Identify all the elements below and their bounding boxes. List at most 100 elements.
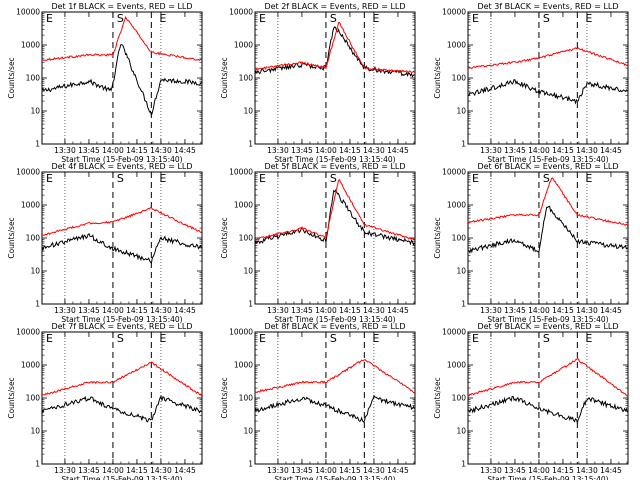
x-tick-label: 14:00 <box>102 466 124 475</box>
marker-label-end: E <box>159 332 166 345</box>
y-tick-label: 10 <box>456 267 466 276</box>
x-tick-label: 13:45 <box>291 466 313 475</box>
x-tick-label: 14:00 <box>315 146 337 155</box>
marker-label-peak: S <box>330 12 337 25</box>
y-tick-label: 100 <box>26 394 41 403</box>
y-tick-label: 100 <box>452 234 467 243</box>
x-tick-label: 14:30 <box>576 146 598 155</box>
series-line-events <box>42 394 202 423</box>
series-line-lld <box>42 361 202 397</box>
panel-det-2: Det 2f BLACK = Events, RED = LLD 1 10 100 10… <box>220 2 416 164</box>
series-line-lld <box>255 178 415 241</box>
marker-label-peak: S <box>543 172 550 185</box>
x-tick-label: 13:30 <box>267 466 289 475</box>
marker-label-end: E <box>372 172 379 185</box>
x-tick-label: 14:15 <box>126 306 148 315</box>
x-tick-label: 14:45 <box>387 306 409 315</box>
y-tick-label: 10 <box>30 427 40 436</box>
y-tick-label: 1000 <box>447 361 466 370</box>
y-tick-label: 10000 <box>16 328 40 337</box>
series-line-events <box>255 394 415 423</box>
marker-label-end: E <box>585 12 592 25</box>
x-tick-label: 14:00 <box>528 466 550 475</box>
series-line-lld <box>255 21 415 73</box>
x-tick-label: 14:45 <box>600 466 622 475</box>
y-tick-label: 1 <box>248 460 253 469</box>
marker-label-end: E <box>372 332 379 345</box>
x-tick-label: 14:45 <box>174 306 196 315</box>
x-tick-label: 13:30 <box>54 306 76 315</box>
marker-label-start: E <box>46 332 53 345</box>
y-tick-label: 10 <box>243 427 253 436</box>
x-tick-label: 14:30 <box>150 306 172 315</box>
x-axis-title: Start Time (15-Feb-09 13:15:40) <box>487 315 608 324</box>
x-tick-label: 14:15 <box>552 306 574 315</box>
x-tick-label: 13:45 <box>291 146 313 155</box>
x-tick-label: 14:00 <box>528 146 550 155</box>
x-tick-label: 14:30 <box>150 146 172 155</box>
y-tick-label: 10 <box>30 267 40 276</box>
x-tick-label: 14:00 <box>102 146 124 155</box>
y-tick-label: 10000 <box>229 328 253 337</box>
panel-title: Det 6f BLACK = Events, RED = LLD <box>477 162 618 171</box>
marker-label-start: E <box>472 172 479 185</box>
series-line-lld <box>255 359 415 394</box>
x-tick-label: 13:30 <box>480 306 502 315</box>
y-tick-label: 1 <box>248 300 253 309</box>
y-tick-label: 10000 <box>229 168 253 177</box>
marker-label-start: E <box>46 12 53 25</box>
x-tick-label: 13:30 <box>267 306 289 315</box>
y-tick-label: 1 <box>35 460 40 469</box>
x-tick-label: 14:15 <box>552 146 574 155</box>
y-axis-title: Counts/sec <box>7 377 16 418</box>
y-axis-title: Counts/sec <box>433 217 442 258</box>
y-tick-label: 1 <box>461 140 466 149</box>
y-tick-label: 10 <box>456 427 466 436</box>
y-tick-label: 1000 <box>21 201 40 210</box>
x-tick-label: 13:45 <box>78 146 100 155</box>
marker-label-peak: S <box>330 332 337 345</box>
y-axis-title: Counts/sec <box>220 57 229 98</box>
y-tick-label: 10000 <box>442 328 466 337</box>
y-tick-label: 1000 <box>234 41 253 50</box>
panel-title: Det 5f BLACK = Events, RED = LLD <box>264 162 405 171</box>
y-tick-label: 10 <box>243 267 253 276</box>
marker-label-start: E <box>472 332 479 345</box>
y-tick-label: 10 <box>456 107 466 116</box>
x-tick-label: 14:15 <box>339 466 361 475</box>
y-tick-label: 10000 <box>442 168 466 177</box>
x-axis-title: Start Time (15-Feb-09 13:15:40) <box>487 475 608 480</box>
panel-det-7: Det 7f BLACK = Events, RED = LLD 1 10 100 10… <box>7 322 203 480</box>
x-tick-label: 13:30 <box>54 466 76 475</box>
y-tick-label: 10 <box>30 107 40 116</box>
x-tick-label: 14:15 <box>126 466 148 475</box>
marker-label-peak: S <box>117 12 124 25</box>
x-tick-label: 14:15 <box>339 146 361 155</box>
y-axis-title: Counts/sec <box>220 377 229 418</box>
y-tick-label: 10000 <box>442 8 466 17</box>
panel-title: Det 7f BLACK = Events, RED = LLD <box>51 322 192 331</box>
x-tick-label: 14:30 <box>576 466 598 475</box>
x-tick-label: 13:45 <box>504 306 526 315</box>
y-tick-label: 100 <box>452 74 467 83</box>
plot-frame <box>467 331 629 465</box>
x-tick-label: 13:45 <box>78 306 100 315</box>
x-axis-title: Start Time (15-Feb-09 13:15:40) <box>274 475 395 480</box>
y-tick-label: 100 <box>26 234 41 243</box>
y-tick-label: 1000 <box>21 41 40 50</box>
series-line-lld <box>42 206 202 236</box>
y-tick-label: 1000 <box>447 41 466 50</box>
x-tick-label: 14:00 <box>102 306 124 315</box>
x-axis-title: Start Time (15-Feb-09 13:15:40) <box>487 155 608 164</box>
marker-label-peak: S <box>117 172 124 185</box>
y-tick-label: 100 <box>452 394 467 403</box>
x-axis-title: Start Time (15-Feb-09 13:15:40) <box>61 315 182 324</box>
marker-label-peak: S <box>330 172 337 185</box>
marker-label-end: E <box>585 332 592 345</box>
panel-det-1: Det 1f BLACK = Events, RED = LLD 1 10 100 10… <box>7 2 203 164</box>
panel-title: Det 2f BLACK = Events, RED = LLD <box>264 2 405 11</box>
x-tick-label: 13:30 <box>480 146 502 155</box>
x-tick-label: 14:00 <box>315 306 337 315</box>
x-axis-title: Start Time (15-Feb-09 13:15:40) <box>274 155 395 164</box>
y-axis-title: Counts/sec <box>7 217 16 258</box>
